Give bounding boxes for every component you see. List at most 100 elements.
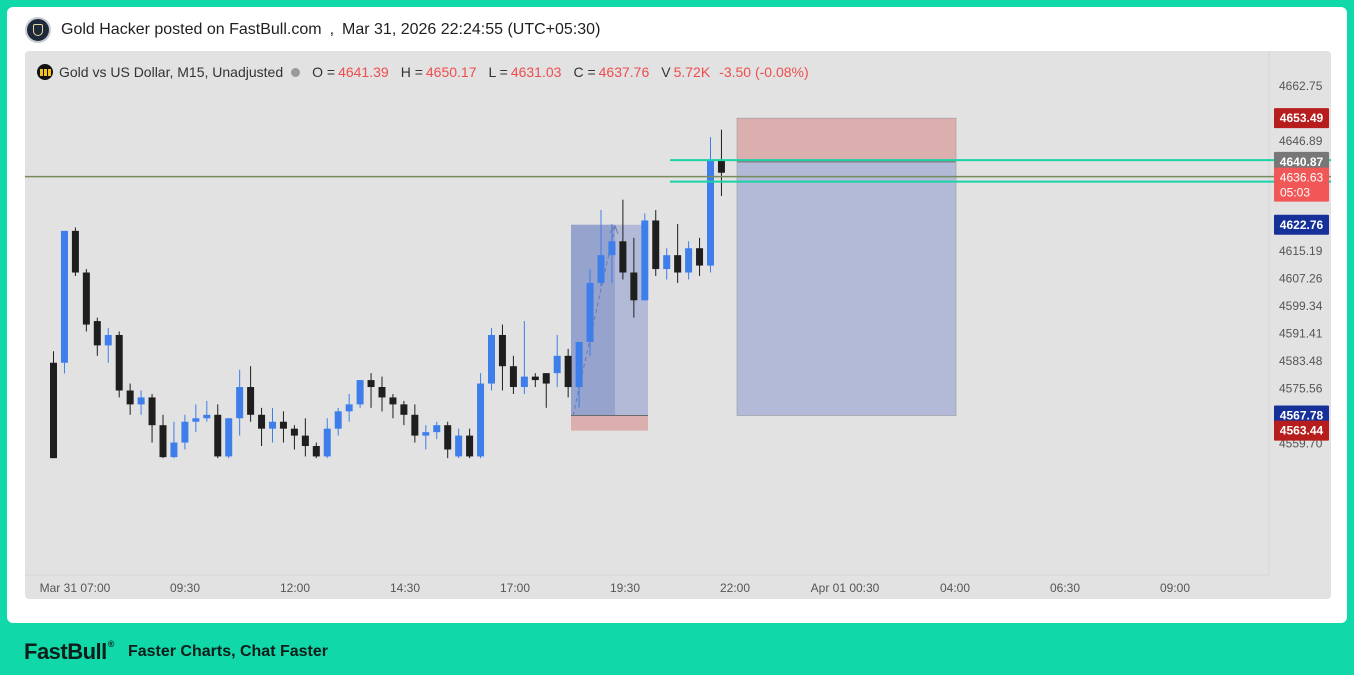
candle-body <box>367 380 375 388</box>
low-label: L = <box>488 64 508 80</box>
candle-body <box>509 366 517 388</box>
candle-body <box>82 272 90 325</box>
y-tick-label: 4607.26 <box>1279 272 1323 286</box>
volume-label: V <box>661 64 671 80</box>
author-line: Gold Hacker posted on FastBull.com <box>61 21 322 38</box>
price-badge: 4563.44 <box>1274 420 1329 441</box>
candle-body <box>685 248 693 273</box>
candle-body <box>433 425 441 433</box>
price-badge-countdown: 05:03 <box>1280 186 1310 200</box>
close-label: C = <box>573 64 596 80</box>
author-avatar[interactable] <box>25 17 51 43</box>
candle-body <box>312 446 320 457</box>
x-tick-label: 06:30 <box>1050 581 1080 595</box>
candle-body <box>619 241 627 273</box>
price-badge-label: 4653.49 <box>1280 111 1324 125</box>
y-tick-label: 4591.41 <box>1279 327 1323 341</box>
position-box-outline <box>736 117 957 416</box>
candle-body <box>575 341 583 388</box>
open-value: 4641.39 <box>338 64 389 80</box>
candle-body <box>225 418 233 457</box>
brand-logo[interactable]: FastBull® <box>24 639 114 665</box>
x-tick-label: 14:30 <box>390 581 420 595</box>
target-zone-right <box>737 161 956 416</box>
candle-body <box>389 397 397 405</box>
candle-body <box>674 255 682 273</box>
candle-body <box>696 248 704 266</box>
price-badge-label: 4563.44 <box>1280 424 1324 438</box>
candle-body <box>192 418 200 422</box>
header-separator: , <box>329 21 335 38</box>
ohlc-legend: Gold vs US Dollar, M15, Unadjusted O = 4… <box>37 63 821 81</box>
x-tick-label: 22:00 <box>720 581 750 595</box>
x-tick-label: Mar 31 07:00 <box>40 581 111 595</box>
low-value: 4631.03 <box>510 64 562 80</box>
candle-body <box>477 383 485 457</box>
candle-body <box>258 414 266 429</box>
post-header: Gold Hacker posted on FastBull.com , Mar… <box>25 17 600 43</box>
x-tick-label: Apr 01 00:30 <box>811 581 880 595</box>
price-badge: 4640.87 <box>1274 151 1329 172</box>
candle-body <box>247 387 255 415</box>
candle-body <box>334 411 342 429</box>
candle-body <box>717 160 725 173</box>
x-tick-label: 04:00 <box>940 581 970 595</box>
candle-body <box>520 376 528 388</box>
candle-body <box>50 362 57 459</box>
candle-body <box>93 321 101 346</box>
candle-body <box>203 414 211 419</box>
y-tick-label: 4646.89 <box>1279 134 1323 148</box>
candle-body <box>630 272 638 301</box>
price-badge-bg <box>1274 151 1329 172</box>
post-timestamp: Mar 31, 2026 22:24:55 (UTC+05:30) <box>342 21 601 38</box>
projection-line <box>572 226 616 416</box>
x-tick-label: 12:00 <box>280 581 310 595</box>
candle-body <box>488 334 495 384</box>
candle-body <box>586 282 594 342</box>
candle-body <box>104 334 112 346</box>
candle-body <box>531 376 539 381</box>
candle-body <box>466 435 474 457</box>
price-badge-bg <box>1274 405 1329 426</box>
price-chart[interactable]: 4662.754646.894631.044615.194607.264599.… <box>25 51 1331 599</box>
candle-body <box>400 404 408 415</box>
price-badge-bg <box>1274 420 1329 441</box>
candle-body <box>290 428 298 436</box>
price-badge: 4622.76 <box>1274 214 1329 235</box>
x-tick-label: 09:30 <box>170 581 200 595</box>
post-card: Gold Hacker posted on FastBull.com , Mar… <box>7 7 1347 623</box>
price-badge-label: 4622.76 <box>1280 218 1324 232</box>
price-badge-label: 4636.63 <box>1280 171 1324 185</box>
x-tick-label: 19:30 <box>610 581 640 595</box>
high-value: 4650.17 <box>425 64 477 80</box>
y-tick-label: 4599.34 <box>1279 299 1323 313</box>
candle-body <box>60 230 68 363</box>
stop-zone-right <box>737 118 956 162</box>
brand-name: FastBull <box>24 639 107 664</box>
candle-body <box>214 414 222 457</box>
high-label: H = <box>400 64 423 80</box>
price-badge-bg <box>1274 108 1329 129</box>
volume-value: 5.72K <box>673 64 711 80</box>
candle-body <box>71 230 79 273</box>
candle-body <box>126 390 134 405</box>
chart-area[interactable]: 4662.754646.894631.044615.194607.264599.… <box>25 51 1331 599</box>
price-badge-label: 4567.78 <box>1280 409 1324 423</box>
candle-body <box>564 355 572 388</box>
status-dot-icon <box>291 67 301 77</box>
candle-body <box>323 428 331 457</box>
open-label: O = <box>312 64 336 80</box>
y-tick-label: 4662.75 <box>1279 79 1323 93</box>
candle-body <box>236 387 244 419</box>
candle-body <box>422 432 430 436</box>
candle-body <box>444 425 452 450</box>
candle-body <box>411 414 419 436</box>
candle-body <box>378 387 386 398</box>
shield-icon <box>33 24 43 36</box>
x-tick-label: 09:00 <box>1160 581 1190 595</box>
change-value: -3.50 (-0.08%) <box>719 64 809 80</box>
y-tick-label: 4583.48 <box>1279 354 1323 368</box>
candle-body <box>345 404 353 412</box>
candle-body <box>542 373 550 384</box>
